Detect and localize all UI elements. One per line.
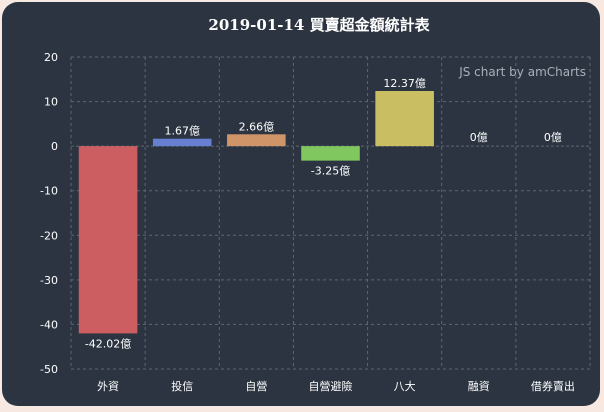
data-label-2: 1.67億 bbox=[164, 125, 200, 138]
category-label-1: 外資 bbox=[97, 380, 119, 393]
bar-3[interactable] bbox=[227, 134, 286, 147]
category-label-4: 自營避險 bbox=[309, 379, 353, 393]
y-tick-label: -10 bbox=[40, 185, 58, 198]
category-label-3: 自營 bbox=[245, 380, 267, 393]
y-tick-label: 20 bbox=[44, 51, 58, 64]
y-tick-label: 0 bbox=[51, 140, 58, 153]
data-label-5: 12.37億 bbox=[383, 77, 426, 90]
y-tick-label: -20 bbox=[40, 229, 58, 242]
chart-title: 2019-01-14 買賣超金額統計表 bbox=[208, 16, 430, 34]
data-label-4: -3.25億 bbox=[311, 165, 350, 178]
y-tick-label: -50 bbox=[40, 363, 58, 376]
category-label-7: 借券賣出 bbox=[531, 379, 575, 393]
data-label-6: 0億 bbox=[470, 131, 488, 144]
bar-1[interactable] bbox=[78, 146, 138, 334]
bar-2[interactable] bbox=[152, 138, 212, 147]
y-tick-label: -40 bbox=[40, 318, 58, 331]
y-tick-label: 10 bbox=[44, 96, 58, 109]
bar-4[interactable] bbox=[301, 146, 360, 161]
y-tick-label: -30 bbox=[40, 274, 58, 287]
category-label-5: 八大 bbox=[394, 379, 416, 393]
bar-5[interactable] bbox=[375, 91, 434, 147]
category-label-6: 融資 bbox=[468, 380, 490, 393]
category-label-2: 投信 bbox=[171, 379, 193, 393]
data-label-7: 0億 bbox=[544, 131, 562, 144]
data-label-1: -42.02億 bbox=[85, 337, 131, 350]
amcharts-credit[interactable]: JS chart by amCharts bbox=[458, 65, 586, 79]
data-label-3: 2.66億 bbox=[239, 120, 275, 133]
